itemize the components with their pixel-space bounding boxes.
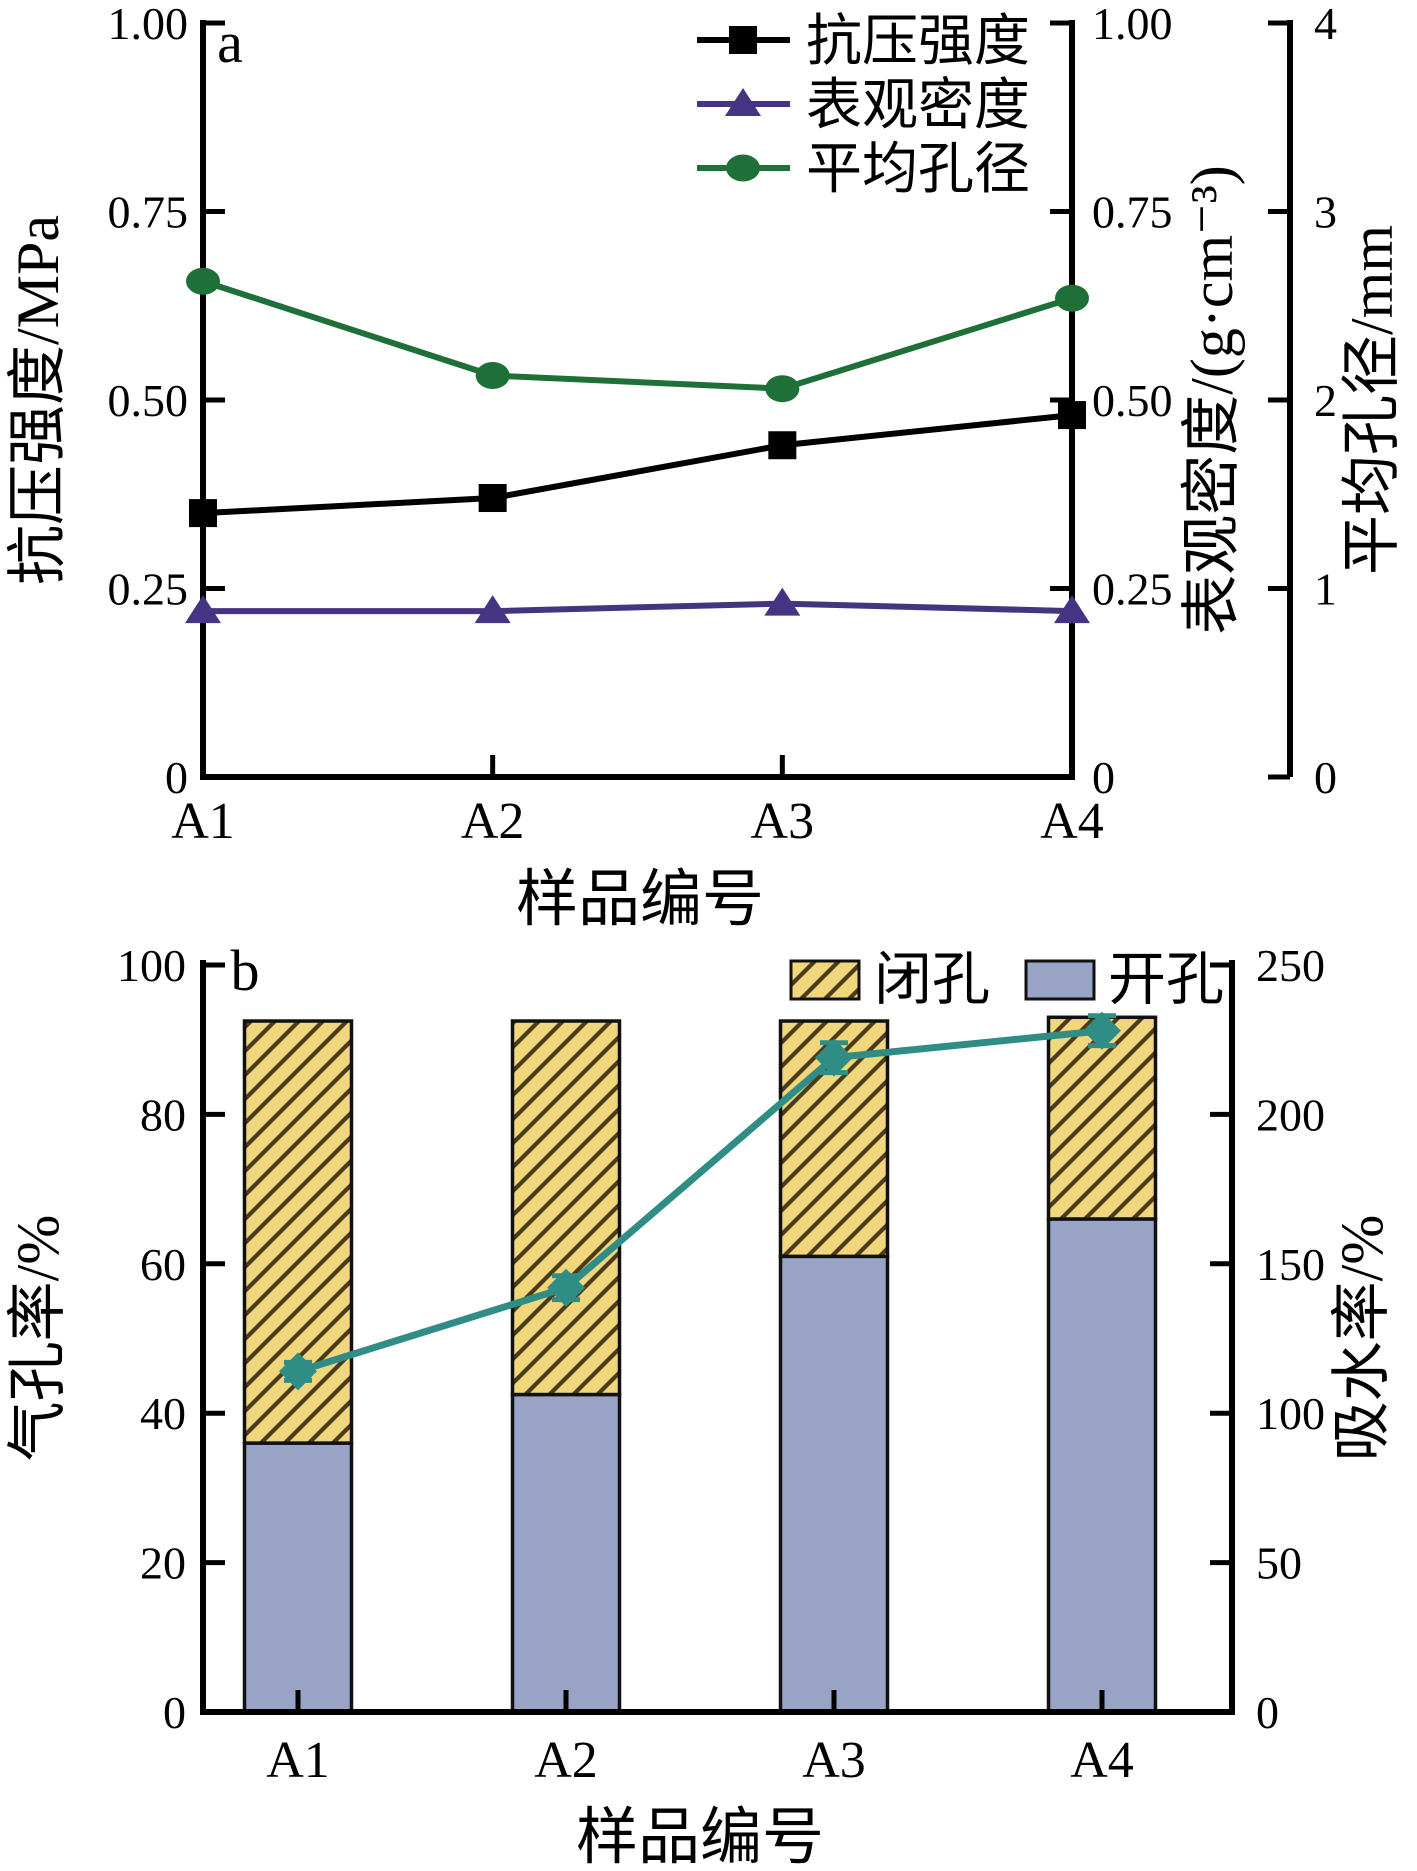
marker-triangle-density: [185, 595, 221, 624]
series-line-absorption: [296, 1027, 1103, 1375]
bar-open-pore-A4: [1046, 1217, 1158, 1714]
legend-swatch-open-pore: [1024, 959, 1096, 1001]
series-line-density: [203, 600, 1073, 615]
left-tick-label: 0: [165, 752, 188, 803]
porosity-tick-label: 100: [117, 940, 186, 991]
marker-diamond-absorption: [815, 1038, 853, 1077]
marker-square-compressive: [478, 484, 507, 513]
marker-circle-pore: [1055, 284, 1089, 312]
series-line-compressive: [202, 412, 1073, 517]
marker-square-compressive: [768, 431, 797, 460]
marker-diamond-absorption: [279, 1352, 317, 1391]
porosity-tick-label: 20: [140, 1538, 186, 1589]
marker-circle-pore: [186, 267, 220, 295]
absorption-tick-label: 50: [1256, 1538, 1302, 1589]
left-tick-label: 0.75: [108, 187, 189, 238]
density-tick-label: 0: [1092, 752, 1115, 803]
panel-a: 1.00 1.00 40.75 0.75 30.50 0.50 20.25 0.25 10 0 0A…: [5, 0, 1405, 934]
absorption-tick-label: 0: [1256, 1687, 1279, 1738]
left-tick-label: 0.50: [108, 375, 189, 426]
bar-closed-pore-A1: [242, 1019, 354, 1445]
x-category-label: A4: [1040, 793, 1104, 850]
absorption-tick-label: 200: [1256, 1089, 1325, 1140]
panel-b-spines: [200, 960, 1235, 1715]
porosity-tick-label: 80: [140, 1089, 186, 1140]
legend-label-compressive: 抗压强度: [806, 11, 1030, 73]
left-tick-label: 0.25: [108, 564, 189, 615]
x-axis-label-sample-number: 样品编号: [516, 866, 764, 934]
legend-marker-square: [729, 26, 757, 54]
legend-label-pore: 平均孔径: [806, 139, 1030, 201]
marker-triangle-density: [474, 595, 511, 624]
y-axis-label-average-pore-size: 平均孔径/mm: [1339, 225, 1405, 575]
pore-tick-label: 3: [1314, 187, 1337, 238]
absorption-tick-label: 150: [1256, 1239, 1325, 1290]
panel-letter-b: b: [231, 938, 260, 1003]
marker-circle-pore: [475, 361, 510, 389]
legend-label-closed-pore: 闭孔: [874, 947, 990, 1012]
marker-diamond-absorption: [547, 1268, 585, 1307]
x-category-label: A1: [171, 793, 235, 850]
y-axis-label-water-absorption: 吸水率/%: [1329, 1215, 1395, 1462]
legend-label-open-pore: 开孔: [1108, 947, 1224, 1012]
marker-triangle-density: [1054, 595, 1090, 624]
marker-circle-pore: [765, 375, 800, 403]
x-category-label: A1: [266, 1732, 330, 1789]
absorption-tick-label: 250: [1256, 940, 1325, 991]
marker-diamond-absorption: [1083, 1011, 1121, 1050]
density-tick-label: 1.00: [1092, 0, 1173, 49]
marker-square-compressive: [1058, 401, 1086, 430]
pore-tick-label: 2: [1314, 375, 1337, 426]
pore-tick-label: 4: [1314, 0, 1337, 49]
x-category-label: A3: [802, 1732, 866, 1789]
x-axis-label-sample-number: 样品编号: [576, 1804, 824, 1866]
bar-open-pore-A1: [242, 1441, 354, 1714]
y-axis-label-apparent-density: 表观密度/(g·cm⁻³): [1179, 165, 1245, 635]
left-tick-label: 1.00: [108, 0, 189, 49]
legend-label-density: 表观密度: [806, 75, 1030, 137]
marker-triangle-density: [764, 587, 801, 616]
legend-marker-circle: [726, 154, 760, 182]
marker-square-compressive: [189, 499, 217, 528]
pore-tick-label: 0: [1314, 752, 1337, 803]
pore-tick-label: 1: [1314, 564, 1337, 615]
density-tick-label: 0.50: [1092, 375, 1173, 426]
x-category-label: A3: [751, 793, 815, 850]
bar-open-pore-A3: [778, 1254, 890, 1714]
bar-open-pore-A2: [510, 1392, 622, 1714]
panel-letter-a: a: [217, 10, 243, 75]
y-axis-label-porosity: 气孔率/%: [5, 1215, 71, 1462]
porosity-tick-label: 60: [140, 1239, 186, 1290]
x-category-label: A2: [461, 793, 525, 850]
legend-marker-triangle: [725, 88, 761, 116]
density-tick-label: 0.25: [1092, 564, 1173, 615]
y-axis-label-compressive-strength: 抗压强度/MPa: [5, 215, 71, 585]
legend-swatch-closed-pore: [789, 959, 861, 1001]
series-line-pore: [202, 278, 1073, 392]
panel-b: 100 250 80 200 60 150 40 100 20 50 0 0 A1 A2 A3 A4 气孔率/%…: [5, 938, 1395, 1871]
x-category-label: A2: [534, 1732, 598, 1789]
density-tick-label: 0.75: [1092, 187, 1173, 238]
bar-closed-pore-A2: [510, 1019, 622, 1397]
porosity-tick-label: 0: [163, 1687, 186, 1738]
x-category-label: A4: [1070, 1732, 1134, 1789]
absorption-tick-label: 100: [1256, 1388, 1325, 1439]
porosity-tick-label: 40: [140, 1388, 186, 1439]
